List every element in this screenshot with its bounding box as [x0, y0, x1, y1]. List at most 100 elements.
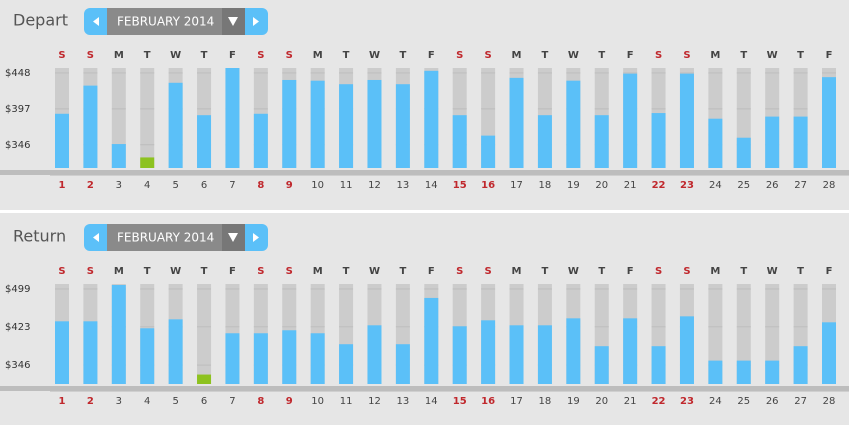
bar[interactable] [339, 84, 354, 168]
weekday-label: W [170, 50, 181, 61]
bar[interactable] [651, 113, 666, 168]
bar[interactable] [168, 319, 183, 384]
bar[interactable] [623, 73, 638, 168]
x-tick-label: 24 [709, 180, 722, 191]
bar[interactable] [594, 346, 609, 384]
weekday-label: W [767, 50, 778, 61]
bar[interactable] [537, 325, 552, 384]
bar[interactable] [623, 318, 638, 384]
bar[interactable] [822, 322, 836, 384]
bar[interactable] [282, 330, 297, 384]
bar[interactable] [537, 115, 552, 168]
x-tick-label: 28 [823, 180, 836, 191]
bar[interactable] [452, 115, 467, 168]
weekday-label: S [87, 50, 94, 61]
weekday-label: S [58, 266, 65, 277]
day-strip [50, 391, 849, 392]
bar[interactable] [310, 80, 325, 168]
bar[interactable] [765, 360, 780, 384]
bar[interactable] [594, 115, 609, 168]
x-tick-label: 27 [794, 180, 807, 191]
bar[interactable] [424, 70, 439, 168]
x-tick-label: 14 [425, 396, 438, 407]
weekday-label: S [456, 266, 463, 277]
bar[interactable] [395, 84, 410, 168]
weekday-label: F [826, 50, 833, 61]
bar[interactable] [367, 325, 382, 384]
x-tick-label: 12 [368, 396, 381, 407]
bar[interactable] [168, 82, 183, 168]
bar[interactable] [111, 284, 126, 384]
bar[interactable] [253, 113, 268, 168]
bar[interactable] [424, 297, 439, 384]
weekday-label: T [343, 266, 350, 277]
bar[interactable] [566, 318, 581, 384]
x-tick-label: 3 [116, 180, 122, 191]
x-tick-label: 1 [59, 396, 66, 407]
prev-arrow[interactable] [93, 17, 99, 26]
bar[interactable] [282, 79, 297, 168]
bar[interactable] [765, 116, 780, 168]
y-tick-label: $346 [5, 140, 30, 151]
weekday-label: T [399, 50, 406, 61]
bar[interactable] [55, 113, 69, 168]
bar[interactable] [140, 328, 155, 384]
bar-track [765, 284, 780, 384]
bar[interactable] [566, 80, 581, 168]
separator [0, 210, 849, 213]
bar[interactable] [83, 85, 98, 168]
bar[interactable] [708, 118, 723, 168]
bar[interactable] [651, 346, 666, 384]
x-tick-label: 5 [172, 180, 178, 191]
bar[interactable] [736, 360, 751, 384]
next-arrow[interactable] [253, 233, 259, 242]
weekday-label: F [229, 266, 236, 277]
weekday-label: T [598, 266, 605, 277]
bar-track [111, 68, 126, 168]
bar[interactable] [679, 316, 694, 384]
bar-track [736, 284, 751, 384]
x-tick-label: 15 [453, 180, 467, 191]
next-arrow[interactable] [253, 17, 259, 26]
bar[interactable] [708, 360, 723, 384]
weekday-label: T [598, 50, 605, 61]
weekday-label: S [87, 266, 94, 277]
bar[interactable] [793, 346, 808, 384]
weekday-label: S [286, 266, 293, 277]
x-tick-label: 4 [144, 396, 150, 407]
weekday-label: W [568, 50, 579, 61]
weekday-label: F [229, 50, 236, 61]
weekday-label: M [512, 266, 522, 277]
bar[interactable] [367, 79, 382, 168]
bar[interactable] [310, 333, 325, 384]
bar[interactable] [395, 344, 410, 384]
prev-arrow[interactable] [93, 233, 99, 242]
weekday-label: M [114, 50, 124, 61]
bar[interactable] [140, 157, 155, 168]
bar[interactable] [83, 321, 98, 384]
bar[interactable] [225, 333, 240, 384]
bar[interactable] [481, 320, 496, 384]
bar[interactable] [55, 321, 69, 384]
x-tick-label: 19 [567, 396, 580, 407]
bar[interactable] [197, 115, 212, 168]
x-tick-label: 25 [737, 180, 750, 191]
bar[interactable] [822, 77, 836, 168]
bar[interactable] [197, 374, 212, 384]
x-tick-label: 9 [286, 180, 293, 191]
bar[interactable] [679, 73, 694, 168]
x-tick-label: 28 [823, 396, 836, 407]
bar[interactable] [736, 137, 751, 168]
bar[interactable] [452, 326, 467, 384]
bar-track [197, 284, 212, 384]
bar[interactable] [481, 135, 496, 168]
bar[interactable] [339, 344, 354, 384]
bar[interactable] [509, 77, 524, 168]
bar[interactable] [793, 116, 808, 168]
bar[interactable] [509, 325, 524, 384]
bar[interactable] [225, 68, 240, 168]
bar[interactable] [111, 144, 126, 168]
bar[interactable] [253, 333, 268, 384]
weekday-label: F [627, 266, 634, 277]
x-tick-label: 14 [425, 180, 438, 191]
